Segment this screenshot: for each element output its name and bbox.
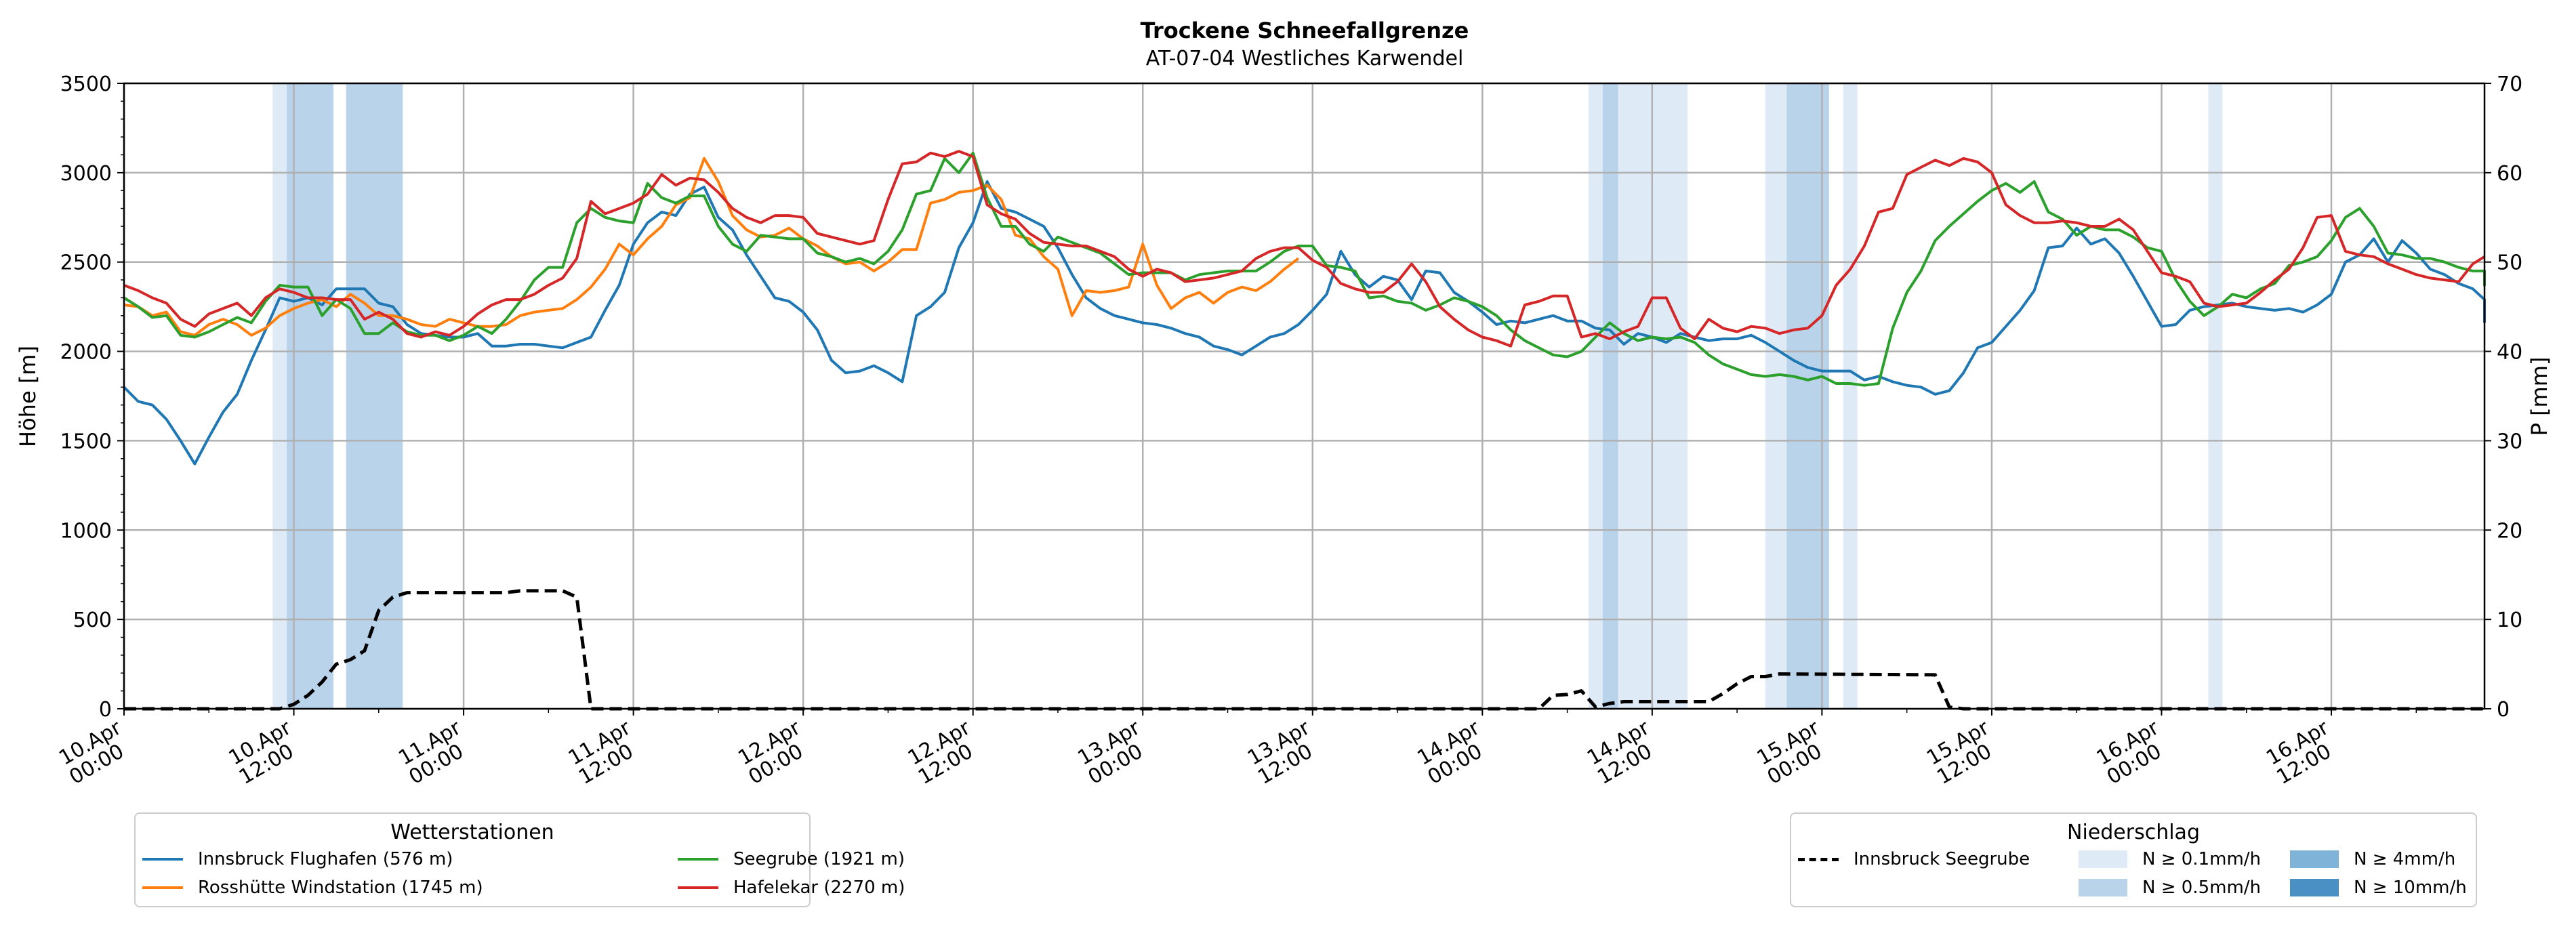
- legend-item-rosshuette: Rosshütte Windstation (1745 m): [142, 878, 483, 898]
- legend-swatch-precip-line: [1798, 857, 1839, 861]
- ytick-label-3: 1500: [60, 430, 112, 453]
- precip-band-8: [1843, 83, 1858, 709]
- y2tick-label-6: 60: [2497, 162, 2522, 186]
- series-line-innsbruck: [123, 180, 2486, 466]
- legend-precip-title: Niederschlag: [2067, 821, 2200, 844]
- precipitation-bands: [272, 83, 2223, 709]
- legend-label-innsbruck: Innsbruck Flughafen (576 m): [198, 849, 453, 869]
- legend-label-hafelekar: Hafelekar (2270 m): [733, 878, 905, 898]
- ytick-label-0: 0: [99, 698, 112, 722]
- precip-band-3: [1588, 83, 1603, 709]
- legend-item-precip-line: Innsbruck Seegrube: [1798, 849, 2030, 869]
- y2tick-label-0: 0: [2497, 698, 2510, 722]
- ytick-label-7: 3500: [60, 73, 112, 96]
- legend-label-seegrube: Seegrube (1921 m): [733, 849, 905, 869]
- y2tick-label-7: 70: [2497, 73, 2522, 96]
- legend-label-n05: N ≥ 0.5mm/h: [2142, 878, 2262, 898]
- legend-swatch-n05: [2079, 879, 2127, 896]
- legend-item-innsbruck: Innsbruck Flughafen (576 m): [142, 849, 453, 869]
- chart-title: Trockene Schneefallgrenze: [1141, 18, 1469, 43]
- legend-item-hafelekar: Hafelekar (2270 m): [678, 878, 905, 898]
- legend-item-seegrube: Seegrube (1921 m): [678, 849, 905, 869]
- grid-lines: [123, 82, 2485, 710]
- chart-subtitle: AT-07-04 Westliches Karwendel: [1146, 47, 1464, 70]
- precip-band-2: [346, 83, 403, 709]
- legend-label-precip-line: Innsbruck Seegrube: [1854, 849, 2030, 869]
- legend-swatch-innsbruck: [142, 858, 183, 861]
- precip-band-9: [2208, 83, 2223, 709]
- ytick-label-5: 2500: [60, 251, 112, 275]
- legend-label-n01: N ≥ 0.1mm/h: [2142, 849, 2262, 869]
- y2tick-label-4: 40: [2497, 341, 2522, 365]
- precip-band-4: [1602, 83, 1618, 709]
- y2tick-label-3: 30: [2497, 430, 2522, 453]
- series-line-rosshuette: [123, 157, 1300, 337]
- axes: 0 500 1000 1500 2000 2500 3000 3500 0 10 20 30 40 50 6…: [55, 73, 2522, 789]
- plot-frame: [123, 82, 2486, 710]
- legend-swatch-n4: [2290, 850, 2339, 868]
- series-line-hafelekar: [123, 150, 2486, 348]
- legend-item-n05: N ≥ 0.5mm/h: [2079, 878, 2261, 898]
- legend-item-n10: N ≥ 10mm/h: [2290, 878, 2467, 898]
- ytick-label-1: 500: [73, 608, 112, 632]
- legend-swatch-n10: [2290, 879, 2339, 896]
- legend-label-n4: N ≥ 4mm/h: [2354, 849, 2456, 869]
- legend-stations-title: Wetterstationen: [390, 821, 554, 844]
- ytick-label-2: 1000: [60, 519, 112, 543]
- legend-item-n01: N ≥ 0.1mm/h: [2079, 849, 2261, 869]
- ytick-label-6: 3000: [60, 162, 112, 186]
- legend-swatch-seegrube: [678, 858, 718, 861]
- legend-swatch-hafelekar: [678, 886, 718, 889]
- precip-band-0: [272, 83, 287, 709]
- legend-swatch-rosshuette: [142, 886, 183, 889]
- legend-swatch-n01: [2079, 850, 2127, 868]
- precip-band-6: [1765, 83, 1787, 709]
- legend-stations: Wetterstationen Innsbruck Flughafen (576…: [134, 812, 905, 907]
- ytick-label-4: 2000: [60, 341, 112, 365]
- series-lines: [123, 150, 2486, 711]
- legend-precip: Niederschlag Innsbruck Seegrube N ≥ 0.1m…: [1790, 812, 2477, 907]
- y2-axis-label: P [mm]: [2527, 357, 2552, 436]
- legend-label-rosshuette: Rosshütte Windstation (1745 m): [198, 878, 483, 898]
- y2tick-label-5: 50: [2497, 251, 2522, 275]
- y-axis-label: Höhe [m]: [15, 346, 41, 447]
- series-line-precip: [124, 589, 2485, 711]
- y2tick-label-1: 10: [2497, 608, 2522, 632]
- legend-label-n10: N ≥ 10mm/h: [2354, 878, 2467, 898]
- y2tick-label-2: 20: [2497, 519, 2522, 543]
- legend-item-n4: N ≥ 4mm/h: [2290, 849, 2455, 869]
